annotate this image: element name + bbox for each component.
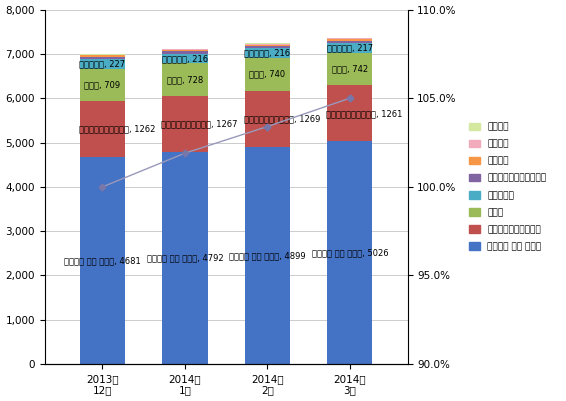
Bar [162, 50, 208, 51]
Bar [80, 57, 125, 59]
Bar [327, 85, 372, 142]
Bar [162, 95, 208, 152]
Bar [245, 43, 290, 44]
Text: タイムズ カー プラス, 4681: タイムズ カー プラス, 4681 [64, 256, 141, 265]
Text: オリックスカーシェア, 1261: オリックスカーシェア, 1261 [326, 109, 402, 118]
Text: アースカー, 217: アースカー, 217 [327, 43, 373, 52]
Bar [80, 157, 125, 364]
Bar [245, 147, 290, 364]
Text: カレコ, 740: カレコ, 740 [249, 70, 285, 79]
Bar [162, 152, 208, 364]
Bar [245, 46, 290, 49]
Bar [162, 51, 208, 54]
Bar [327, 43, 372, 53]
Bar [327, 53, 372, 85]
Bar [80, 69, 125, 101]
Bar [80, 59, 125, 69]
Text: オリックスカーシェア, 1269: オリックスカーシェア, 1269 [244, 114, 320, 124]
Bar [162, 63, 208, 95]
Bar [80, 101, 125, 157]
Bar [327, 41, 372, 43]
Text: タイムズ カー プラス, 4792: タイムズ カー プラス, 4792 [147, 253, 223, 262]
Bar [245, 91, 290, 147]
Bar [245, 49, 290, 58]
Text: アースカー, 227: アースカー, 227 [79, 60, 126, 69]
Bar [327, 38, 372, 39]
Text: タイムズ カー プラス, 4899: タイムズ カー プラス, 4899 [229, 251, 306, 260]
Text: オリックスカーシェア, 1262: オリックスカーシェア, 1262 [79, 124, 155, 133]
Bar [162, 54, 208, 63]
Text: オリックスカーシェア, 1267: オリックスカーシェア, 1267 [161, 119, 238, 128]
Text: タイムズ カー プラス, 5026: タイムズ カー プラス, 5026 [311, 248, 388, 257]
Text: アースカー, 216: アースカー, 216 [245, 49, 290, 58]
Bar [327, 142, 372, 364]
Text: アースカー, 216: アースカー, 216 [162, 54, 208, 63]
Bar [245, 58, 290, 91]
Text: カレコ, 728: カレコ, 728 [167, 75, 203, 84]
Bar [80, 55, 125, 57]
Bar [327, 39, 372, 41]
Bar [245, 44, 290, 45]
Bar [245, 45, 290, 46]
Bar [162, 49, 208, 50]
Bar [80, 54, 125, 55]
Text: カレコ, 709: カレコ, 709 [84, 81, 121, 89]
Text: カレコ, 742: カレコ, 742 [332, 65, 368, 73]
Legend: エコロカ, ロシェア, カリテコ, カーシェアリング・ワン, アースカー, カレコ, オリックスカーシェア, タイムズ カー プラス: エコロカ, ロシェア, カリテコ, カーシェアリング・ワン, アースカー, カレ… [466, 119, 549, 254]
